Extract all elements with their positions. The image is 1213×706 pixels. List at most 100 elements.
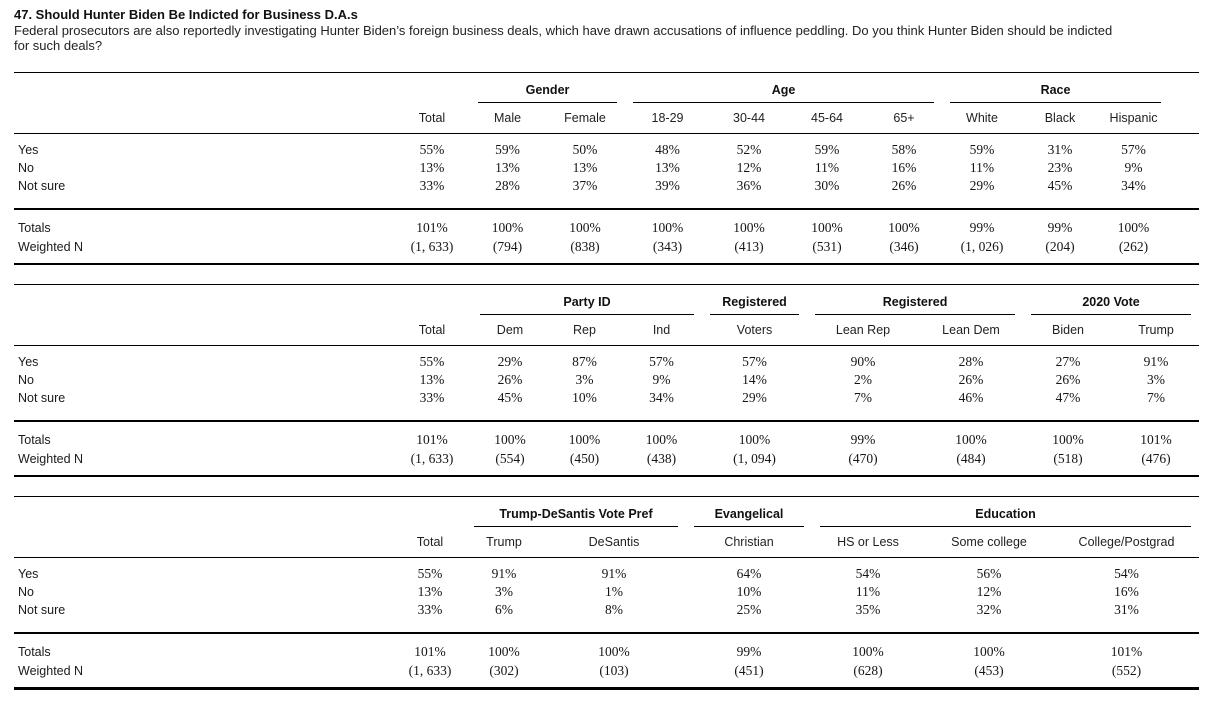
value-cell: 100% xyxy=(852,643,884,659)
value-cell: (453) xyxy=(924,661,1054,690)
value-cell: (1, 026) xyxy=(942,237,1023,265)
value-cell: 12% xyxy=(736,160,762,175)
value-cell: 100% xyxy=(888,219,920,235)
column-header: Christian xyxy=(686,527,812,558)
value-cell: 57% xyxy=(649,354,674,369)
value-cell: 26% xyxy=(1055,372,1081,387)
value-cell: 99% xyxy=(1047,219,1073,235)
corner-cell xyxy=(14,315,392,346)
row-label: No xyxy=(18,161,34,175)
value-cell: 29% xyxy=(702,389,808,422)
weighted-n-row: Weighted N (1, 633) (554) (450) (438) (1, 094… xyxy=(14,449,1200,477)
value-cell: (204) xyxy=(1022,237,1099,265)
table-row: Yes 55% 29% 87% 57% 57% 90% 28% 27% 91% xyxy=(14,346,1199,372)
row-label: Yes xyxy=(18,567,39,581)
table-row: No 13% 13% 13% 13% 12% 11% 16% 11% 23% 9% xyxy=(14,159,1199,177)
value-cell: (838) xyxy=(545,237,626,265)
value-cell: 50% xyxy=(572,142,598,157)
value-cell: 58% xyxy=(891,142,917,157)
value-cell: 33% xyxy=(392,389,472,422)
column-header: HS or Less xyxy=(812,527,924,558)
column-group-header: Race xyxy=(942,73,1169,103)
value-cell: 7% xyxy=(1113,389,1200,422)
value-cell: 91% xyxy=(1143,354,1169,369)
value-cell: 16% xyxy=(1114,584,1139,599)
table-row: Not sure 33% 45% 10% 34% 29% 7% 46% 47% 7% xyxy=(14,389,1200,422)
value-cell: 59% xyxy=(814,142,840,157)
value-cell: 10% xyxy=(736,584,762,599)
value-cell: 3% xyxy=(575,372,594,387)
value-cell: 56% xyxy=(976,566,1002,581)
value-cell: 23% xyxy=(1047,160,1073,175)
column-group-header: Evangelical xyxy=(686,497,812,527)
value-cell: 100% xyxy=(494,431,526,447)
table-row: Yes 55% 91% 91% 64% 54% 56% 54% xyxy=(14,558,1199,584)
group-header-row: Trump-DeSantis Vote Pref Evangelical Educa… xyxy=(14,497,1199,527)
column-group-label: Education xyxy=(820,507,1192,527)
value-cell: 91% xyxy=(491,566,517,581)
group-header-row: Gender Age Race xyxy=(14,73,1199,103)
totals-row: Totals 101% 100% 100% 100% 100% 100% 100% 99% 99%… xyxy=(14,209,1199,237)
table-row: Not sure 33% 28% 37% 39% 36% 30% 26% 29% 45% 34% xyxy=(14,177,1200,210)
value-cell: 6% xyxy=(466,601,542,634)
column-header-row: Total Trump DeSantis Christian HS or Less Som… xyxy=(14,527,1200,558)
corner-cell xyxy=(14,527,394,558)
column-group-label: Registered xyxy=(815,295,1016,315)
column-header: Lean Rep xyxy=(807,315,920,346)
weighted-n-row: Weighted N (1, 633) (794) (838) (343) (413) (5… xyxy=(14,237,1200,265)
value-cell: 13% xyxy=(419,372,445,387)
column-group-label: Party ID xyxy=(480,295,695,315)
value-cell: 52% xyxy=(736,142,762,157)
value-cell: (470) xyxy=(807,449,920,477)
value-cell: (518) xyxy=(1023,449,1114,477)
column-header: Male xyxy=(470,103,545,134)
value-cell: 33% xyxy=(394,177,470,210)
column-group-label: 2020 Vote xyxy=(1031,295,1192,315)
value-cell: 11% xyxy=(855,584,881,599)
table-row: Yes 55% 59% 50% 48% 52% 59% 58% 59% 31% 57% xyxy=(14,134,1199,160)
value-cell: 100% xyxy=(1117,219,1150,235)
value-cell: 25% xyxy=(686,601,812,634)
value-cell: 1% xyxy=(605,584,623,599)
value-cell: 31% xyxy=(1054,601,1200,634)
value-cell: 27% xyxy=(1055,354,1081,369)
value-cell: (531) xyxy=(788,237,867,265)
value-cell: 100% xyxy=(568,431,601,447)
column-header: Trump xyxy=(1113,315,1200,346)
crosstab-table-3: Trump-DeSantis Vote Pref Evangelical Educa… xyxy=(14,496,1200,690)
value-cell: 101% xyxy=(1140,431,1172,447)
value-cell: 13% xyxy=(572,160,598,175)
value-cell: 13% xyxy=(419,160,445,175)
column-group-header: 2020 Vote xyxy=(1023,285,1199,315)
row-label: Weighted N xyxy=(14,449,392,477)
question-title: 47. Should Hunter Biden Be Indicted for … xyxy=(14,7,358,22)
value-cell: 55% xyxy=(419,142,445,157)
value-cell: 34% xyxy=(1098,177,1170,210)
column-group-header: Registered xyxy=(807,285,1023,315)
value-cell: (451) xyxy=(686,661,812,690)
column-header: Female xyxy=(545,103,626,134)
column-group-header: Trump-DeSantis Vote Pref xyxy=(466,497,686,527)
value-cell: 101% xyxy=(414,643,446,659)
value-cell: 100% xyxy=(598,643,630,659)
value-cell: 55% xyxy=(419,354,445,369)
value-cell: 59% xyxy=(969,142,995,157)
column-header: 30-44 xyxy=(710,103,789,134)
column-header: Total xyxy=(394,103,470,134)
value-cell: 54% xyxy=(855,566,881,581)
value-cell: (794) xyxy=(470,237,545,265)
value-cell: 12% xyxy=(976,584,1002,599)
row-label: Not sure xyxy=(14,177,394,210)
value-cell: (1, 633) xyxy=(392,449,472,477)
value-cell: 91% xyxy=(601,566,627,581)
column-group-header: Gender xyxy=(470,73,625,103)
value-cell: 11% xyxy=(814,160,840,175)
value-cell: 13% xyxy=(495,160,520,175)
column-header: Voters xyxy=(702,315,808,346)
column-header: College/Postgrad xyxy=(1054,527,1200,558)
value-cell: 101% xyxy=(416,219,448,235)
value-cell: 100% xyxy=(645,431,678,447)
value-cell: 45% xyxy=(472,389,548,422)
value-cell: (262) xyxy=(1098,237,1170,265)
value-cell: 57% xyxy=(742,354,767,369)
